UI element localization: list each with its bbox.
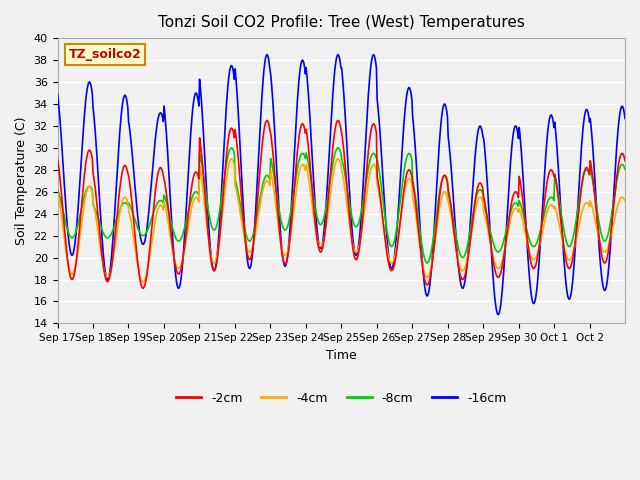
Legend: -2cm, -4cm, -8cm, -16cm: -2cm, -4cm, -8cm, -16cm (171, 387, 511, 410)
Title: Tonzi Soil CO2 Profile: Tree (West) Temperatures: Tonzi Soil CO2 Profile: Tree (West) Temp… (158, 15, 525, 30)
Y-axis label: Soil Temperature (C): Soil Temperature (C) (15, 117, 28, 245)
Text: TZ_soilco2: TZ_soilco2 (69, 48, 141, 61)
X-axis label: Time: Time (326, 348, 356, 362)
